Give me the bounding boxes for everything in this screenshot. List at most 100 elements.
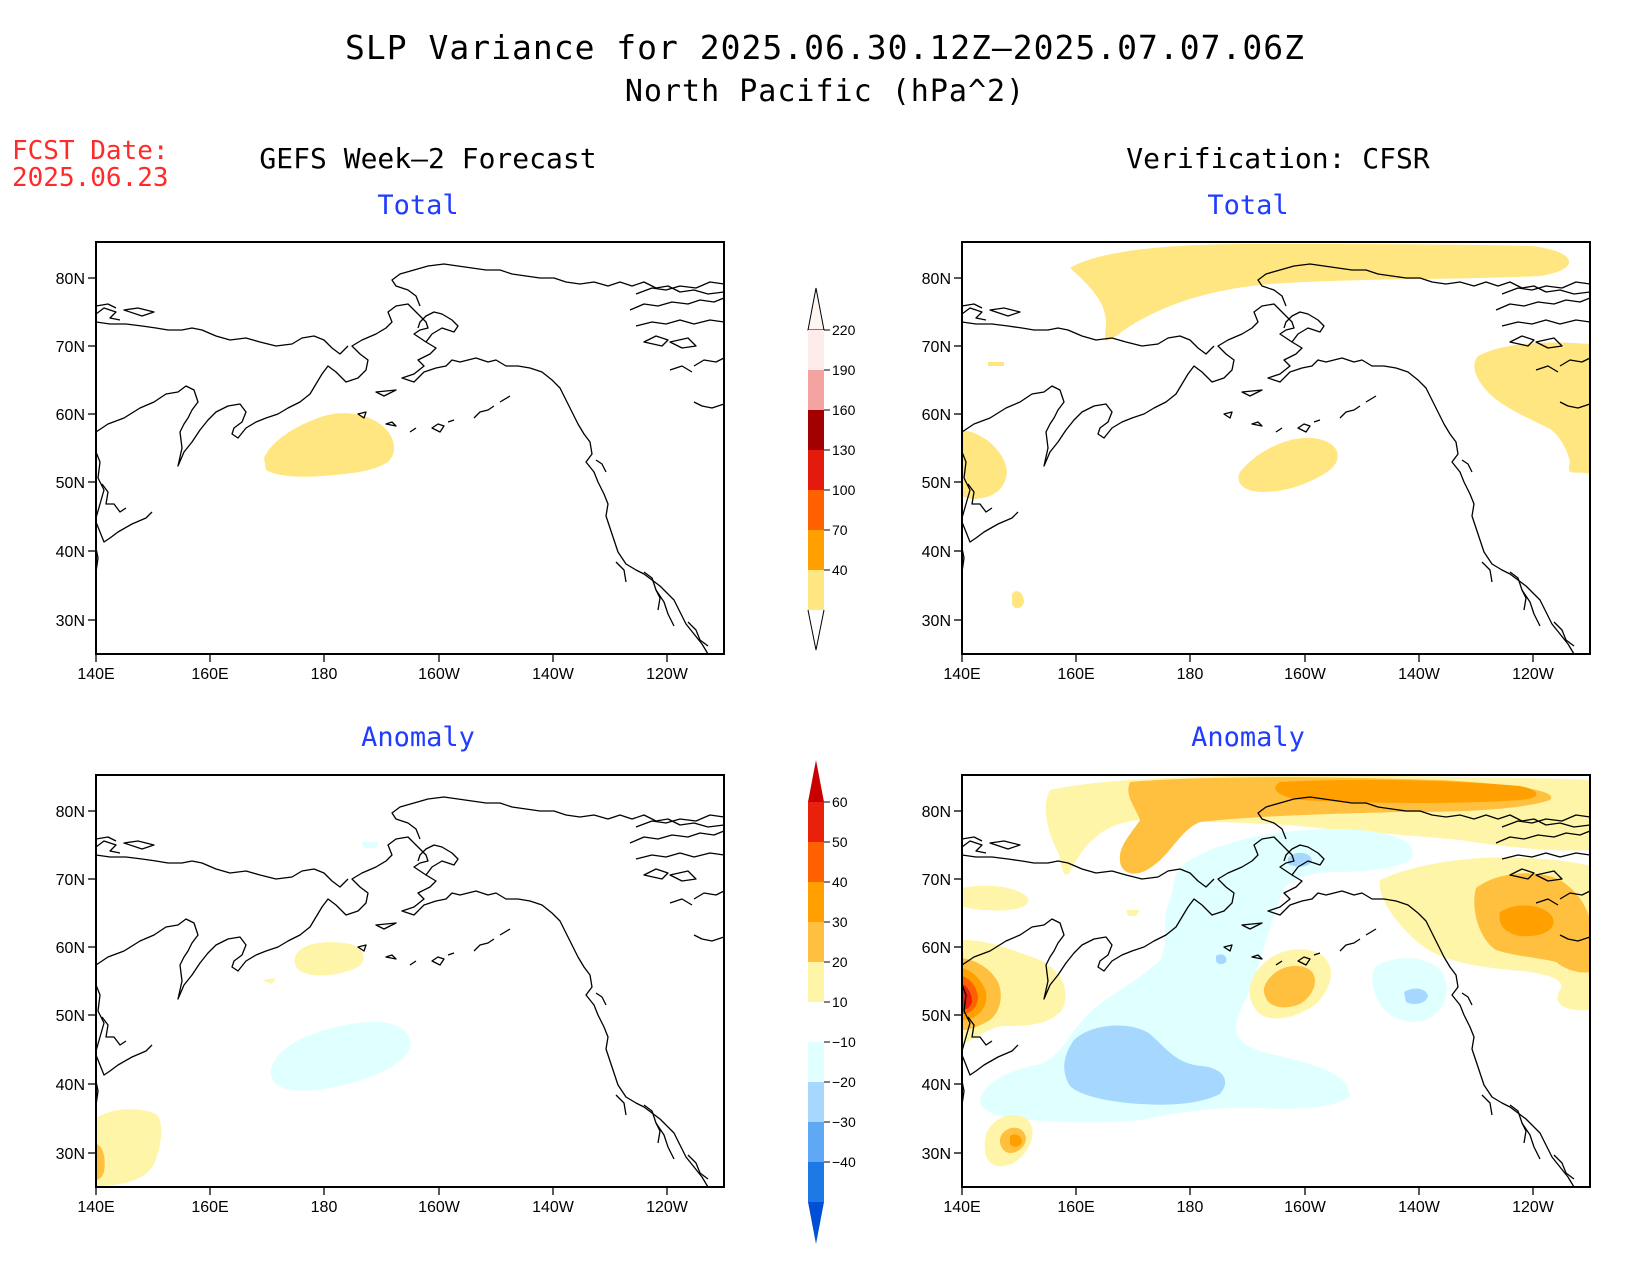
colorbar-total-swatch: [808, 530, 824, 570]
colorbar-total: 220 190 160 130 100 70 40: [807, 287, 856, 651]
lat-tick-label: 50N: [56, 1008, 85, 1025]
contour-total-40: [1238, 437, 1338, 492]
lat-tick-label: 40N: [56, 1077, 85, 1094]
lon-tick-label: 160W: [418, 666, 461, 683]
contour-anomaly-neg20: [1064, 1025, 1226, 1105]
lat-tick-label: 50N: [56, 475, 85, 492]
map-frame-br: [961, 774, 1591, 1188]
contour-anomaly-pos30: [1010, 1134, 1022, 1147]
contour-total-40: [264, 413, 395, 477]
lat-tick-label: 70N: [922, 872, 951, 889]
colorbar-anomaly-label: 10: [832, 994, 848, 1010]
forecast-date-label: FCST Date: 2025.06.23: [12, 138, 169, 192]
lon-tick-label: 180: [311, 1199, 338, 1216]
colorbar-total-label: 160: [832, 402, 856, 418]
colorbar-anomaly-label: 20: [832, 954, 848, 970]
lat-tick-label: 30N: [56, 613, 85, 630]
lat-tick-label: 70N: [922, 339, 951, 356]
lon-tick-label: 160E: [1057, 1199, 1094, 1216]
contour-anomaly-pos20: [1560, 947, 1590, 966]
colorbar-anomaly-label: −20: [832, 1074, 856, 1090]
lon-tick-label: 140W: [532, 666, 575, 683]
colorbar-anomaly-label: 30: [832, 914, 848, 930]
map-axes: 80N 70N 60N 50N 40N 30N 140E 160E 180 160W 140W 120…: [56, 271, 1555, 1216]
main-title: SLP Variance for 2025.06.30.12Z–2025.07.…: [345, 28, 1305, 67]
contour-anomaly-pos10: [294, 942, 364, 976]
colorbar-total-label: 100: [832, 482, 856, 498]
colorbar-total-label: 40: [832, 562, 848, 578]
lat-tick-label: 60N: [56, 940, 85, 957]
lat-tick-label: 60N: [922, 407, 951, 424]
colorbar-anomaly-swatch: [808, 1042, 824, 1082]
map-frames: [95, 241, 1591, 1188]
panel-title-top-left: Total: [377, 190, 459, 221]
lat-tick-label: 80N: [56, 804, 85, 821]
colorbar-anomaly-top-arrow: [808, 760, 824, 802]
lon-tick-label: 160W: [418, 1199, 461, 1216]
forecast-date-caption: FCST Date:: [12, 136, 169, 166]
lon-tick-label: 140E: [77, 1199, 114, 1216]
lon-tick-label: 120W: [1512, 666, 1555, 683]
lon-tick-label: 120W: [646, 1199, 689, 1216]
lat-tick-label: 50N: [922, 475, 951, 492]
lon-tick-label: 160E: [191, 666, 228, 683]
lat-tick-label: 80N: [56, 271, 85, 288]
colorbar-total-label: 70: [832, 522, 848, 538]
lon-tick-label: 140W: [532, 1199, 575, 1216]
map-frame-tr: [961, 241, 1591, 655]
lon-tick-label: 180: [1177, 1199, 1204, 1216]
lon-tick-label: 140E: [943, 1199, 980, 1216]
colorbar-total-label: 130: [832, 442, 856, 458]
map-top-right-fields: [962, 244, 1590, 609]
lat-tick-label: 60N: [56, 407, 85, 424]
contour-total-40: [1070, 244, 1570, 341]
colorbar-anomaly-swatch: [808, 1122, 824, 1162]
contour-anomaly-pos10: [1126, 910, 1140, 916]
left-column-title: GEFS Week–2 Forecast: [259, 142, 597, 175]
colorbar-anomaly-swatch: [808, 1082, 824, 1122]
colorbar-total-label: 190: [832, 362, 856, 378]
lon-tick-label: 180: [1177, 666, 1204, 683]
contour-total-40: [1474, 342, 1590, 474]
lon-tick-label: 180: [311, 666, 338, 683]
contour-anomaly-neg10: [270, 1021, 411, 1091]
colorbar-total-swatch: [808, 490, 824, 530]
colorbar-anomaly-label: −40: [832, 1154, 856, 1170]
lat-tick-label: 80N: [922, 271, 951, 288]
colorbar-total-swatch: [808, 570, 824, 610]
lat-tick-label: 70N: [56, 339, 85, 356]
panel-title-bottom-left: Anomaly: [361, 722, 475, 753]
colorbar-anomaly-label: −30: [832, 1114, 856, 1130]
lat-tick-label: 40N: [56, 544, 85, 561]
lon-tick-label: 160W: [1284, 666, 1327, 683]
colorbar-total-swatch: [808, 330, 824, 370]
lat-tick-label: 70N: [56, 872, 85, 889]
colorbar-anomaly-label: −10: [832, 1034, 856, 1050]
lon-tick-label: 140W: [1398, 666, 1441, 683]
colorbar-anomaly-swatch: [808, 842, 824, 882]
lon-tick-label: 140E: [77, 666, 114, 683]
lat-tick-label: 30N: [922, 1146, 951, 1163]
lat-tick-label: 30N: [56, 1146, 85, 1163]
lon-tick-label: 120W: [646, 666, 689, 683]
contour-anomaly-pos30: [1275, 779, 1537, 803]
colorbar-anomaly-bottom-arrow: [808, 1202, 824, 1244]
map-bottom-right-fields: [962, 775, 1590, 1167]
main-subtitle: North Pacific (hPa^2): [624, 74, 1026, 109]
map-frame-bl: [95, 774, 725, 1188]
colorbar-total-swatch: [808, 410, 824, 450]
panel-title-bottom-right: Anomaly: [1191, 722, 1305, 753]
colorbar-total-swatch: [808, 450, 824, 490]
lon-tick-label: 140W: [1398, 1199, 1441, 1216]
colorbar-anomaly-swatch: [808, 1002, 824, 1042]
colorbar-total-bottom-arrow: [807, 609, 825, 651]
colorbar-anomaly-swatch: [808, 802, 824, 842]
contour-anomaly-neg10: [362, 842, 378, 848]
colorbar-anomaly-swatch: [808, 1162, 824, 1202]
colorbar-anomaly-label: 50: [832, 834, 848, 850]
colorbar-anomaly-swatch: [808, 882, 824, 922]
contour-anomaly-pos10: [96, 1109, 162, 1186]
lat-tick-label: 40N: [922, 544, 951, 561]
panel-title-top-right: Total: [1207, 190, 1289, 221]
